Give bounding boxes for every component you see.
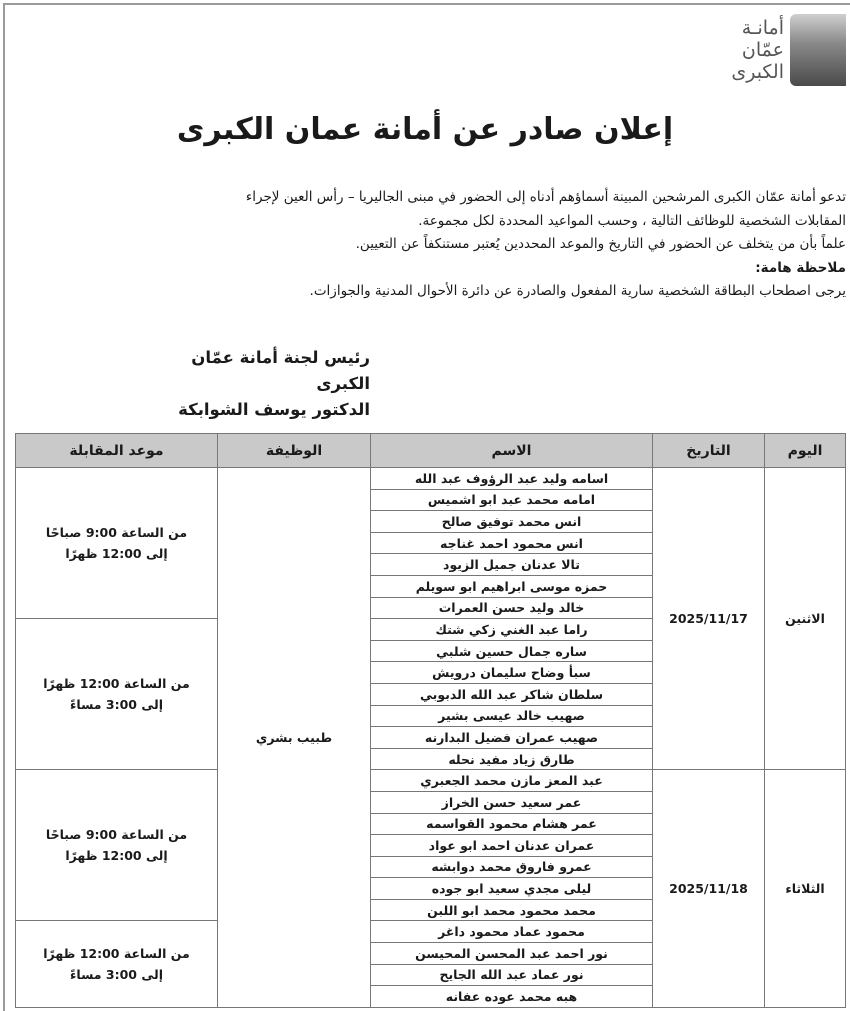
name-cell: ساره جمال حسين شلبي (370, 639, 653, 663)
job-cell: طبيب بشري (217, 467, 371, 1008)
table-row: الاثنين 2025/11/17 اسامه وليد عبد الرؤوف ع… (15, 466, 846, 1008)
time-to: إلى 12:00 ظهرًا (65, 848, 168, 864)
table-row: نور عماد عبد الله الجايح (16, 963, 846, 987)
name-cell: امامه محمد عبد ابو اشميس (370, 488, 653, 512)
name-cell: نور احمد عبد المحسن المحيسن (370, 942, 653, 965)
logo-text: أمانـة عمّان الكبرى (731, 17, 784, 83)
name-cell: خالد وليد حسن العمرات (370, 596, 653, 620)
time-from: من الساعة 12:00 ظهرًا (43, 676, 190, 692)
table-row: ساره جمال حسين شلبي (16, 639, 846, 663)
name-cell: ليلى مجدي سعيد ابو جوده (370, 877, 653, 900)
time-to: إلى 3:00 مساءً (70, 967, 163, 983)
interview-time-cell: من الساعة 9:00 صباحًا إلى 12:00 ظهرًا (15, 466, 218, 620)
note-label: ملاحظة هامة: (755, 259, 846, 276)
table-row: صهيب عمران فضيل البدارنه (16, 726, 846, 749)
name-cell: عمر هشام محمود القواسمه (370, 812, 653, 836)
header-date: التاريخ (652, 433, 765, 468)
name-cell: عمران عدنان احمد ابو عواد (370, 834, 653, 857)
interview-time-cell: من الساعة 12:00 ظهرًا إلى 3:00 مساءً (15, 618, 218, 771)
name-cell: سلطان شاكر عبد الله الدبوبي (370, 682, 653, 706)
time-to: إلى 3:00 مساءً (70, 697, 163, 713)
logo-line: أمانـة (741, 17, 784, 39)
announcement-title: إعلان صادر عن أمانة عمان الكبرى (176, 112, 674, 147)
time-from: من الساعة 12:00 ظهرًا (43, 946, 190, 962)
name-cell: صهيب خالد عيسى بشير (370, 704, 653, 728)
table-row: عمر هشام محمود القواسمه (16, 812, 846, 836)
name-cell: عبد المعز مازن محمد الجعبري (370, 769, 653, 792)
table-row: صهيب خالد عيسى بشير (16, 704, 846, 728)
time-from: من الساعة 9:00 صباحًا (45, 827, 188, 843)
header-time: موعد المقابلة (15, 433, 218, 468)
name-cell: راما عبد الغني زكي شتك (370, 618, 653, 641)
name-cell: تالا عدنان جميل الزيود (370, 553, 653, 576)
name-cell: اسامه وليد عبد الرؤوف عبد الله (370, 467, 653, 490)
name-cell: صهيب عمران فضيل البدارنه (370, 726, 653, 749)
interview-time-cell: من الساعة 12:00 ظهرًا إلى 3:00 مساءً (15, 920, 218, 1008)
gam-logo: أمانـة عمّان الكبرى (731, 14, 846, 86)
table-row: انس محمود احمد غناجه (16, 531, 846, 555)
table-row: الثلاثاء 2025/11/18 عبد المعز مازن محمد ال… (15, 769, 846, 1008)
header-job: الوظيفة (217, 433, 371, 468)
signature-name: الدكتور يوسف الشوابكة (178, 400, 370, 419)
day-cell: الاثنين (764, 466, 846, 771)
signature-title: رئيس لجنة أمانة عمّان الكبرى (191, 348, 370, 393)
table-row: راما عبد الغني زكي شتك من الساعة 12:00 ظه… (15, 618, 846, 771)
header-day: اليوم (764, 433, 846, 468)
time-to: إلى 12:00 ظهرًا (65, 546, 168, 562)
name-cell: محمد محمود محمد ابو اللبن (370, 898, 653, 922)
name-cell: حمزه موسى ابراهيم ابو سويلم (370, 574, 653, 598)
name-cell: محمود عماد محمود داغر (370, 920, 653, 944)
time-from: من الساعة 9:00 صباحًا (45, 525, 188, 541)
body-line: علماً بأن من يتخلف عن الحضور في التاريخ … (355, 236, 846, 252)
name-cell: سبأ وضاح سليمان درويش (370, 661, 653, 684)
table-row: سلطان شاكر عبد الله الدبوبي (16, 682, 846, 706)
name-cell: انس محمد توفيق صالح (370, 510, 653, 533)
page-border (3, 3, 850, 1011)
header-name: الاسم (370, 433, 653, 468)
name-cell: طارق زياد مفيد نحله (370, 747, 653, 771)
day-cell: الثلاثاء (764, 769, 846, 1008)
body-line: المقابلات الشخصية للوظائف التالية ، وحسب… (418, 212, 846, 229)
table-row: عمر سعيد حسن الخراز (16, 790, 846, 814)
note-text: يرجى اصطحاب البطاقة الشخصية سارية المفعو… (309, 283, 846, 299)
date-cell: 2025/11/18 (652, 769, 765, 1008)
table-row: سبأ وضاح سليمان درويش (16, 661, 846, 684)
signature-block: رئيس لجنة أمانة عمّان الكبرى الدكتور يوس… (140, 345, 370, 423)
name-cell: نور عماد عبد الله الجايح (370, 963, 653, 987)
name-cell: هبه محمد عوده عفانه (370, 985, 653, 1008)
table-row: امامه محمد عبد ابو اشميس (16, 488, 846, 512)
name-cell: عمرو فاروق محمد دوابشه (370, 855, 653, 879)
logo-emblem-icon (790, 14, 846, 86)
date-cell: 2025/11/17 (652, 466, 765, 771)
body-line: تدعو أمانة عمّان الكبرى المرشحين المبينة… (245, 189, 846, 205)
logo-line: الكبرى (731, 61, 784, 83)
table-row: هبه محمد عوده عفانه (16, 985, 846, 1008)
logo-line: عمّان (741, 39, 784, 61)
name-cell: عمر سعيد حسن الخراز (370, 790, 653, 814)
candidates-table: اليوم التاريخ الاسم الوظيفة موعد المقابل… (15, 433, 846, 1008)
table-row: محمد محمود محمد ابو اللبن (16, 898, 846, 922)
interview-time-cell: من الساعة 9:00 صباحًا إلى 12:00 ظهرًا (15, 769, 218, 922)
table-row: ليلى مجدي سعيد ابو جوده (16, 877, 846, 900)
announcement-body: تدعو أمانة عمّان الكبرى المرشحين المبينة… (10, 186, 846, 304)
table-header-row: اليوم التاريخ الاسم الوظيفة موعد المقابل… (15, 433, 846, 468)
name-cell: انس محمود احمد غناجه (370, 531, 653, 555)
